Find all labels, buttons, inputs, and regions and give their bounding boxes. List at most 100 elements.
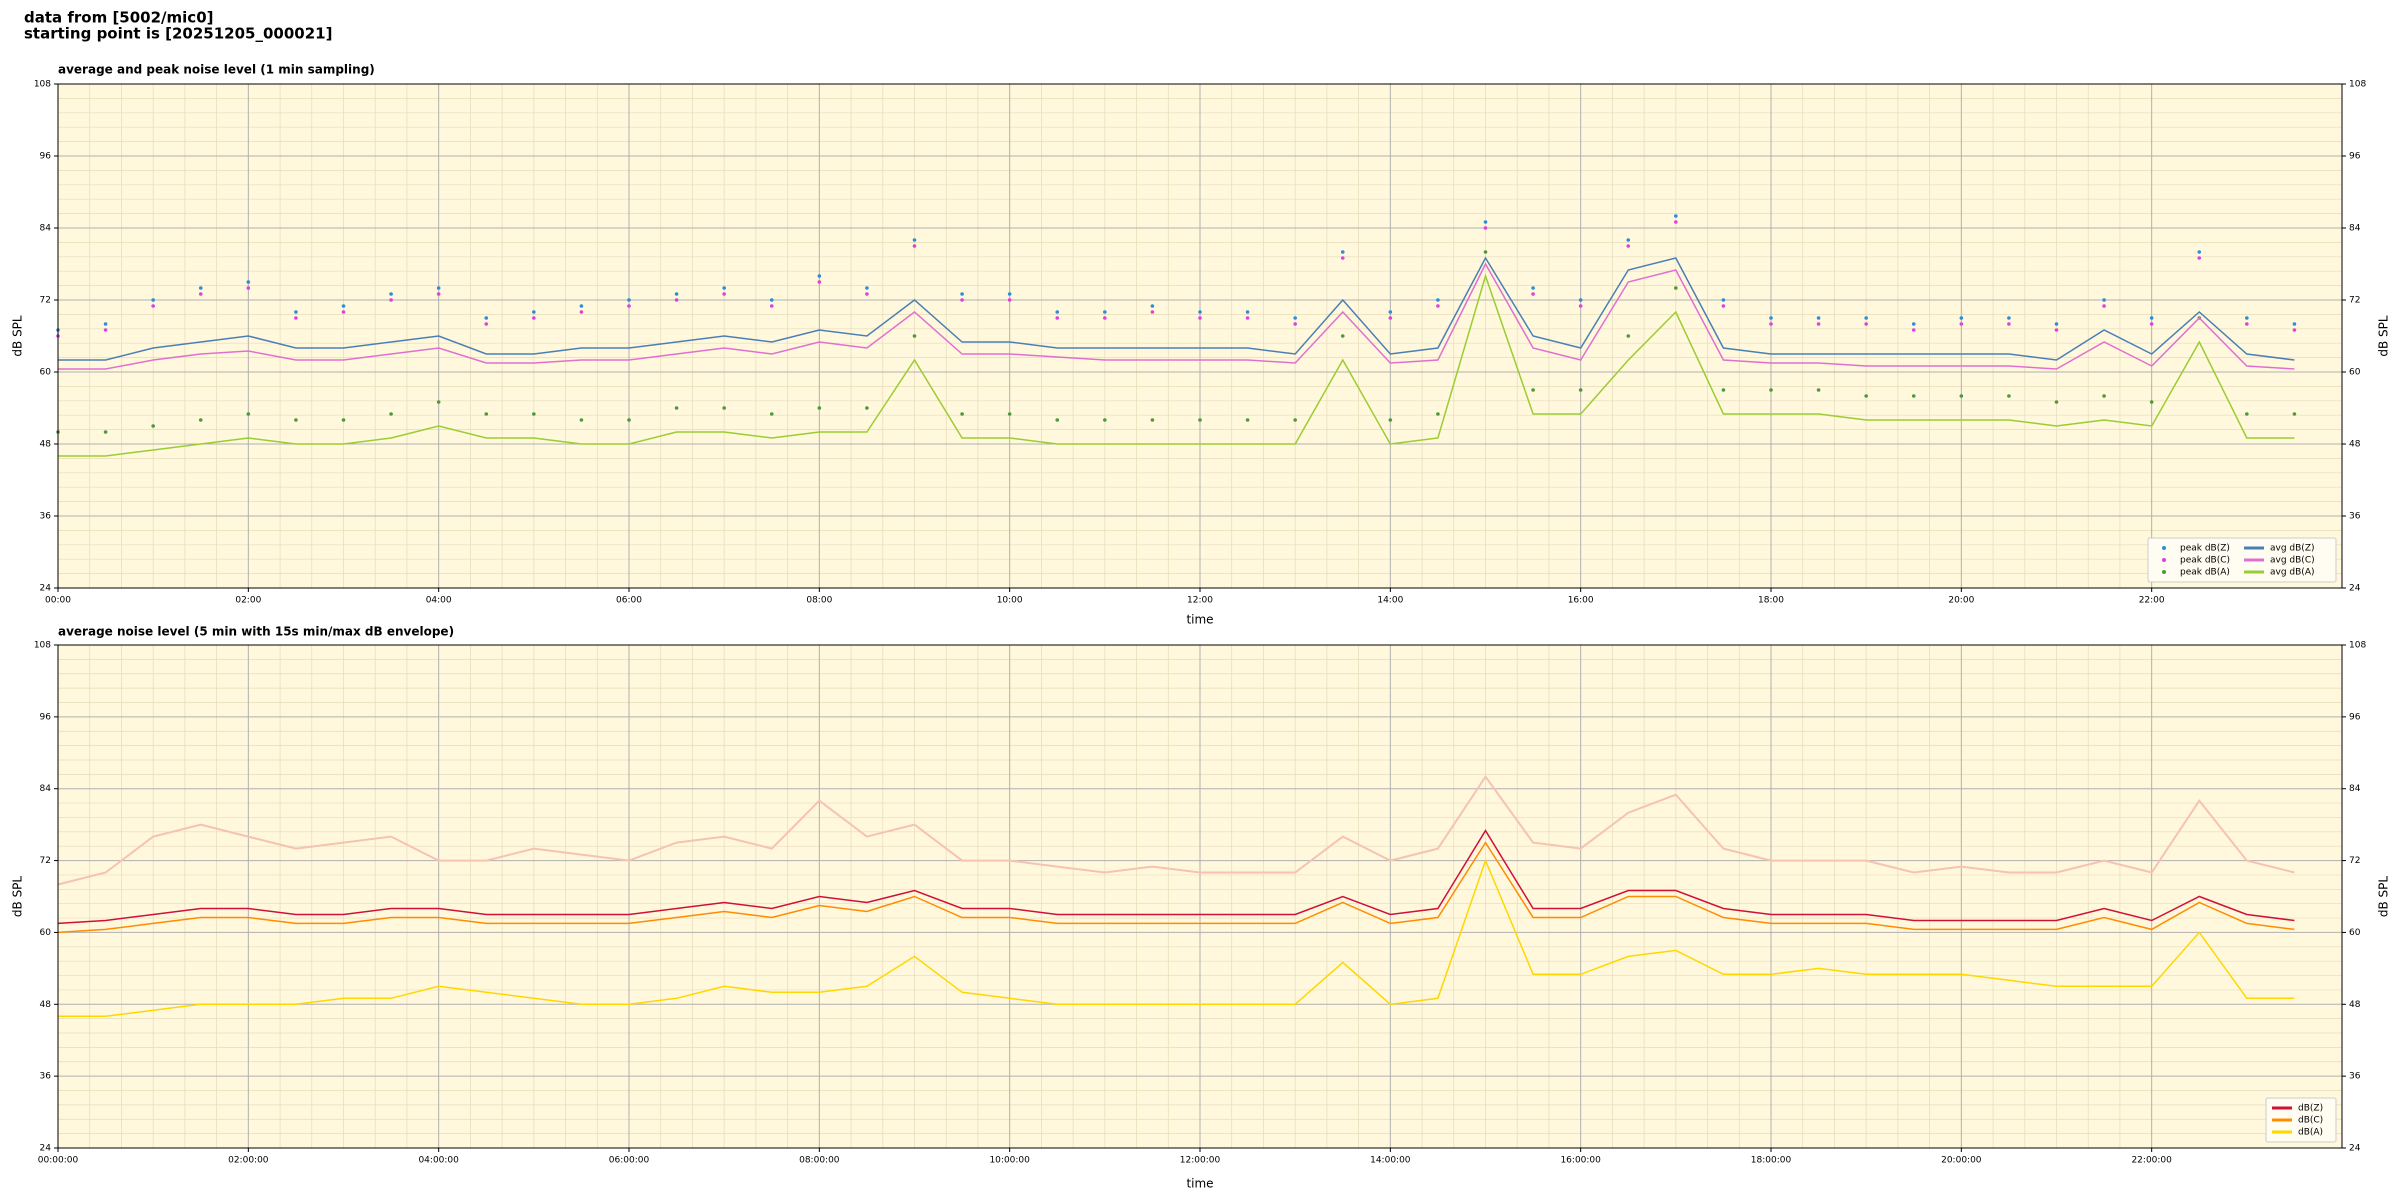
y-tick-label: 60 xyxy=(2349,928,2361,938)
peak-dot xyxy=(1293,418,1297,422)
peak-dot xyxy=(912,334,917,338)
peak-dot xyxy=(674,406,679,410)
peak-dot xyxy=(1769,322,1773,326)
x-tick-label: 16:00:00 xyxy=(1560,1156,1601,1166)
peak-dot xyxy=(1103,316,1107,320)
peak-dot xyxy=(1340,334,1345,338)
peak-dot xyxy=(103,328,108,332)
peak-dot xyxy=(627,298,631,302)
peak-dot xyxy=(294,418,298,422)
peak-dot xyxy=(1911,328,1916,332)
peak-dot xyxy=(674,298,679,302)
peak-dot xyxy=(1531,292,1535,296)
peak-dot xyxy=(1816,316,1821,320)
y-tick-label: 72 xyxy=(2349,856,2360,866)
peak-dot xyxy=(198,286,203,290)
peak-dot xyxy=(1293,316,1297,320)
peak-dot xyxy=(2197,256,2202,260)
peak-dot xyxy=(2102,304,2106,308)
peak-dot xyxy=(2149,316,2154,320)
y-tick-label: 36 xyxy=(40,1072,52,1082)
peak-dot xyxy=(1055,310,1060,314)
peak-dot xyxy=(579,304,584,308)
peak-dot xyxy=(1388,316,1393,320)
peak-dot xyxy=(341,310,346,314)
y-tick-label: 48 xyxy=(40,440,52,450)
peak-dot xyxy=(294,310,298,314)
x-tick-label: 04:00 xyxy=(426,596,452,606)
legend-label: peak dB(Z) xyxy=(2180,544,2230,554)
peak-dot xyxy=(1864,394,1868,398)
peak-dot xyxy=(960,412,964,416)
peak-dot xyxy=(769,298,774,302)
y-tick-label: 60 xyxy=(40,928,52,938)
peak-dot xyxy=(2054,400,2059,404)
peak-dot xyxy=(389,298,393,302)
peak-dot xyxy=(436,400,441,404)
x-tick-label: 06:00 xyxy=(616,596,642,606)
peak-dot xyxy=(817,274,822,278)
peak-dot xyxy=(1816,322,1821,326)
peak-dot xyxy=(1245,316,1250,320)
peak-dot xyxy=(341,418,346,422)
peak-dot xyxy=(912,238,917,242)
peak-dot xyxy=(722,292,726,296)
x-tick-label: 16:00 xyxy=(1568,596,1594,606)
peak-dot xyxy=(1436,412,1440,416)
y-tick-label: 84 xyxy=(40,784,52,794)
peak-dot xyxy=(389,292,393,296)
peak-dot xyxy=(341,304,346,308)
y-tick-label: 60 xyxy=(2349,368,2361,378)
peak-dot xyxy=(1103,418,1107,422)
y-tick-label: 96 xyxy=(2349,152,2361,162)
y-tick-label: 24 xyxy=(2349,1144,2361,1154)
peak-dot xyxy=(1769,316,1773,320)
y-tick-label: 36 xyxy=(2349,512,2361,522)
legend-label: peak dB(C) xyxy=(2180,556,2230,566)
y-tick-label: 72 xyxy=(40,296,51,306)
peak-dot xyxy=(1436,304,1440,308)
peak-dot xyxy=(1483,226,1488,230)
peak-dot xyxy=(532,316,536,320)
legend-label: avg dB(C) xyxy=(2270,556,2315,566)
header-line: starting point is [20251205_000021] xyxy=(24,25,332,43)
peak-dot xyxy=(2054,328,2059,332)
x-tick-label: 14:00:00 xyxy=(1370,1156,1411,1166)
peak-dot xyxy=(2245,322,2249,326)
y-axis-label: dB SPL xyxy=(2377,876,2391,918)
peak-dot xyxy=(722,286,726,290)
plot-frame xyxy=(57,644,2343,1149)
series-line xyxy=(57,841,2295,934)
series-line xyxy=(58,256,2295,361)
peak-dot xyxy=(2292,322,2297,326)
y-tick-label: 96 xyxy=(40,152,52,162)
peak-dot xyxy=(1055,316,1060,320)
peak-dot xyxy=(436,286,441,290)
peak-dot xyxy=(151,298,155,302)
peak-dot xyxy=(1007,412,1012,416)
x-tick-label: 20:00:00 xyxy=(1941,1156,1982,1166)
peak-dot xyxy=(1816,388,1821,392)
y-tick-label: 72 xyxy=(2349,296,2360,306)
chart-title: average noise level (5 min with 15s min/… xyxy=(58,625,454,639)
series-line xyxy=(58,858,2295,1018)
peak-dot xyxy=(627,418,631,422)
peak-dot xyxy=(865,292,869,296)
peak-dot xyxy=(627,304,631,308)
peak-dot xyxy=(1055,418,1060,422)
peak-dot xyxy=(2007,316,2011,320)
x-tick-label: 12:00:00 xyxy=(1180,1156,1221,1166)
peak-dot xyxy=(1531,388,1535,392)
peak-dot xyxy=(1007,292,1012,296)
y-tick-label: 36 xyxy=(40,512,52,522)
y-tick-label: 24 xyxy=(40,1144,52,1154)
peak-dot xyxy=(151,424,155,428)
peak-dot xyxy=(1007,298,1012,302)
peak-dot xyxy=(246,280,251,284)
peak-dot xyxy=(1578,298,1583,302)
peak-dot xyxy=(1245,418,1250,422)
peak-dot xyxy=(579,418,584,422)
x-tick-label: 18:00:00 xyxy=(1751,1156,1792,1166)
chart-title: average and peak noise level (1 min samp… xyxy=(58,63,375,77)
